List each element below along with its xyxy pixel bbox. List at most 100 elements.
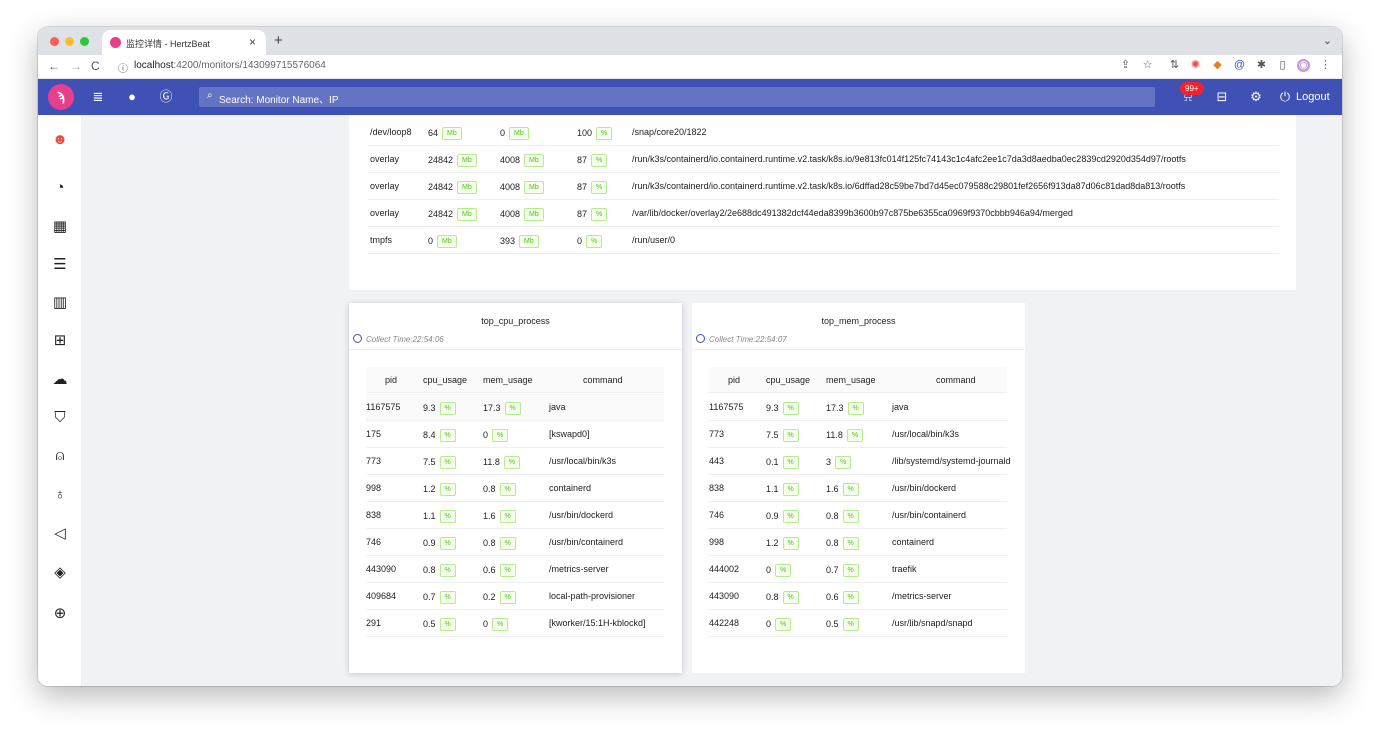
github-icon[interactable]: ●: [128, 89, 136, 104]
command-cell: /lib/systemd/systemd-journald: [892, 456, 1011, 466]
filesystem-cell: overlay: [370, 154, 400, 164]
browser-tab[interactable]: 监控详情 - HertzBeat ×: [102, 30, 266, 55]
close-window-dot[interactable]: [50, 37, 59, 46]
size-cell: 64 Mb: [428, 127, 462, 140]
cpu-value: 0.9: [423, 537, 436, 548]
command-cell: /usr/bin/dockerd: [892, 483, 957, 493]
hertzbeat-favicon-icon: [110, 37, 121, 48]
profile-avatar-icon[interactable]: ◉: [1297, 59, 1310, 72]
url-field[interactable]: localhost:4200/monitors/143099715576064: [134, 60, 326, 71]
clock-icon: [696, 334, 705, 343]
unit-tag: Mb: [509, 127, 529, 140]
minimize-window-dot[interactable]: [65, 37, 74, 46]
extension-fox-icon[interactable]: ◆: [1213, 59, 1222, 71]
clock-icon: [353, 334, 362, 343]
size-cell: 24842 Mb: [428, 208, 477, 221]
extensions-puzzle-icon[interactable]: ✱: [1256, 59, 1267, 71]
logout-button[interactable]: Logout: [1296, 91, 1330, 103]
lock-icon[interactable]: ⊟: [1216, 89, 1228, 104]
unit-tag: Mb: [457, 154, 477, 167]
back-arrow-icon[interactable]: ←: [48, 59, 60, 73]
sidepanel-icon[interactable]: ▯: [1279, 59, 1286, 71]
mem-cell: 11.8%: [826, 429, 864, 442]
unit-tag: %: [439, 402, 456, 415]
pid-cell: 838: [366, 510, 382, 520]
cloud-icon[interactable]: ☁: [52, 371, 68, 388]
unit-tag: %: [847, 402, 864, 415]
info-icon: ⓘ: [118, 64, 128, 75]
global-icon[interactable]: ⊕: [53, 605, 67, 622]
settings-gear-icon[interactable]: ⚙: [1250, 89, 1262, 104]
pid-cell: 746: [709, 510, 725, 520]
extension-spinner-icon[interactable]: ✺: [1190, 59, 1201, 71]
used-value: 0: [500, 127, 506, 138]
column-header-command[interactable]: command: [936, 375, 976, 385]
bell-icon[interactable]: ⍾: [1183, 89, 1193, 104]
table-row: 998 1.2% 0.8% containerd: [709, 529, 1007, 556]
mem-value: 0.5: [826, 618, 839, 629]
extension-translate-icon[interactable]: ⇅: [1169, 59, 1180, 71]
size-value: 24842: [428, 208, 454, 219]
new-tab-icon[interactable]: +: [274, 32, 283, 49]
cpu-cell: 8.4%: [423, 429, 456, 442]
maximize-window-dot[interactable]: [80, 37, 89, 46]
cpu-cell: 0.8%: [766, 591, 799, 604]
cpu-cell: 1.2%: [766, 537, 799, 550]
mem-cell: 1.6%: [826, 483, 859, 496]
alert-icon[interactable]: ⍝: [55, 447, 65, 464]
bulb-icon[interactable]: ♁: [54, 486, 66, 503]
more-menu-icon[interactable]: ⋮: [1320, 59, 1331, 71]
pid-cell: 175: [366, 429, 382, 439]
tab-close-icon[interactable]: ×: [249, 35, 257, 49]
layout-icon[interactable]: ▥: [52, 294, 68, 311]
unit-tag: %: [846, 429, 864, 442]
apps-icon[interactable]: ▦: [52, 218, 68, 235]
merge-icon[interactable]: ⊞: [53, 332, 67, 349]
hertzbeat-logo[interactable]: ϡ: [48, 84, 74, 110]
skin-icon[interactable]: ⛉: [54, 409, 66, 426]
gitee-icon[interactable]: Ⓖ: [159, 89, 173, 104]
magic-wand-icon[interactable]: ✕: [1338, 682, 1342, 686]
cpu-cell: 0.7%: [423, 591, 456, 604]
size-value: 64: [428, 127, 439, 138]
list-icon[interactable]: ☰: [53, 256, 67, 273]
menu-collapse-icon[interactable]: ≣: [92, 89, 104, 104]
extension-at-icon[interactable]: @: [1233, 59, 1246, 71]
cpu-value: 0: [766, 618, 772, 629]
sidebar: ☻ ◔ ▦ ☰ ▥ ⊞ ☁ ⛉ ⍝ ♁ ◁ ◈ ⊕: [38, 115, 82, 686]
column-header-mem-usage[interactable]: mem_usage: [826, 375, 876, 385]
chevron-down-icon[interactable]: ⌄: [1322, 35, 1332, 47]
unit-tag: %: [775, 564, 792, 577]
unit-tag: %: [586, 235, 603, 248]
column-header-pid[interactable]: pid: [385, 375, 398, 385]
avatar[interactable]: ☻: [52, 131, 68, 148]
notification-icon[interactable]: ◁: [54, 525, 66, 542]
unit-tag: %: [596, 127, 613, 140]
divider: [349, 349, 682, 350]
column-header-cpu-usage[interactable]: cpu_usage: [766, 375, 811, 385]
usage-cell: 0%: [577, 235, 603, 248]
column-header-cpu-usage[interactable]: cpu_usage: [423, 375, 468, 385]
logout-icon[interactable]: ⏻: [1279, 89, 1291, 104]
cpu-cell: 0.8%: [423, 564, 456, 577]
mem-cell: 1.6%: [483, 510, 516, 523]
cpu-cell: 0%: [766, 618, 792, 631]
share-icon[interactable]: ⇪: [1120, 59, 1131, 71]
forward-arrow-icon[interactable]: →: [70, 59, 82, 73]
bookmark-star-icon[interactable]: ☆: [1142, 59, 1153, 71]
unit-tag: %: [492, 618, 509, 631]
column-header-pid[interactable]: pid: [728, 375, 741, 385]
unit-tag: Mb: [437, 235, 457, 248]
reload-icon[interactable]: C: [91, 59, 100, 73]
cpu-value: 1.2: [423, 483, 436, 494]
column-header-mem-usage[interactable]: mem_usage: [483, 375, 533, 385]
dashboard-icon[interactable]: ◔: [55, 179, 65, 196]
used-value: 4008: [500, 208, 521, 219]
pid-cell: 443: [709, 456, 725, 466]
search-input[interactable]: ⌕ Search: Monitor Name、IP: [199, 87, 1155, 107]
tag-icon[interactable]: ◈: [54, 564, 66, 581]
command-cell: /usr/local/bin/k3s: [549, 456, 617, 466]
column-header-command[interactable]: command: [583, 375, 623, 385]
filesystem-cell: tmpfs: [370, 235, 393, 245]
filesystem-cell: /dev/loop8: [370, 127, 412, 137]
